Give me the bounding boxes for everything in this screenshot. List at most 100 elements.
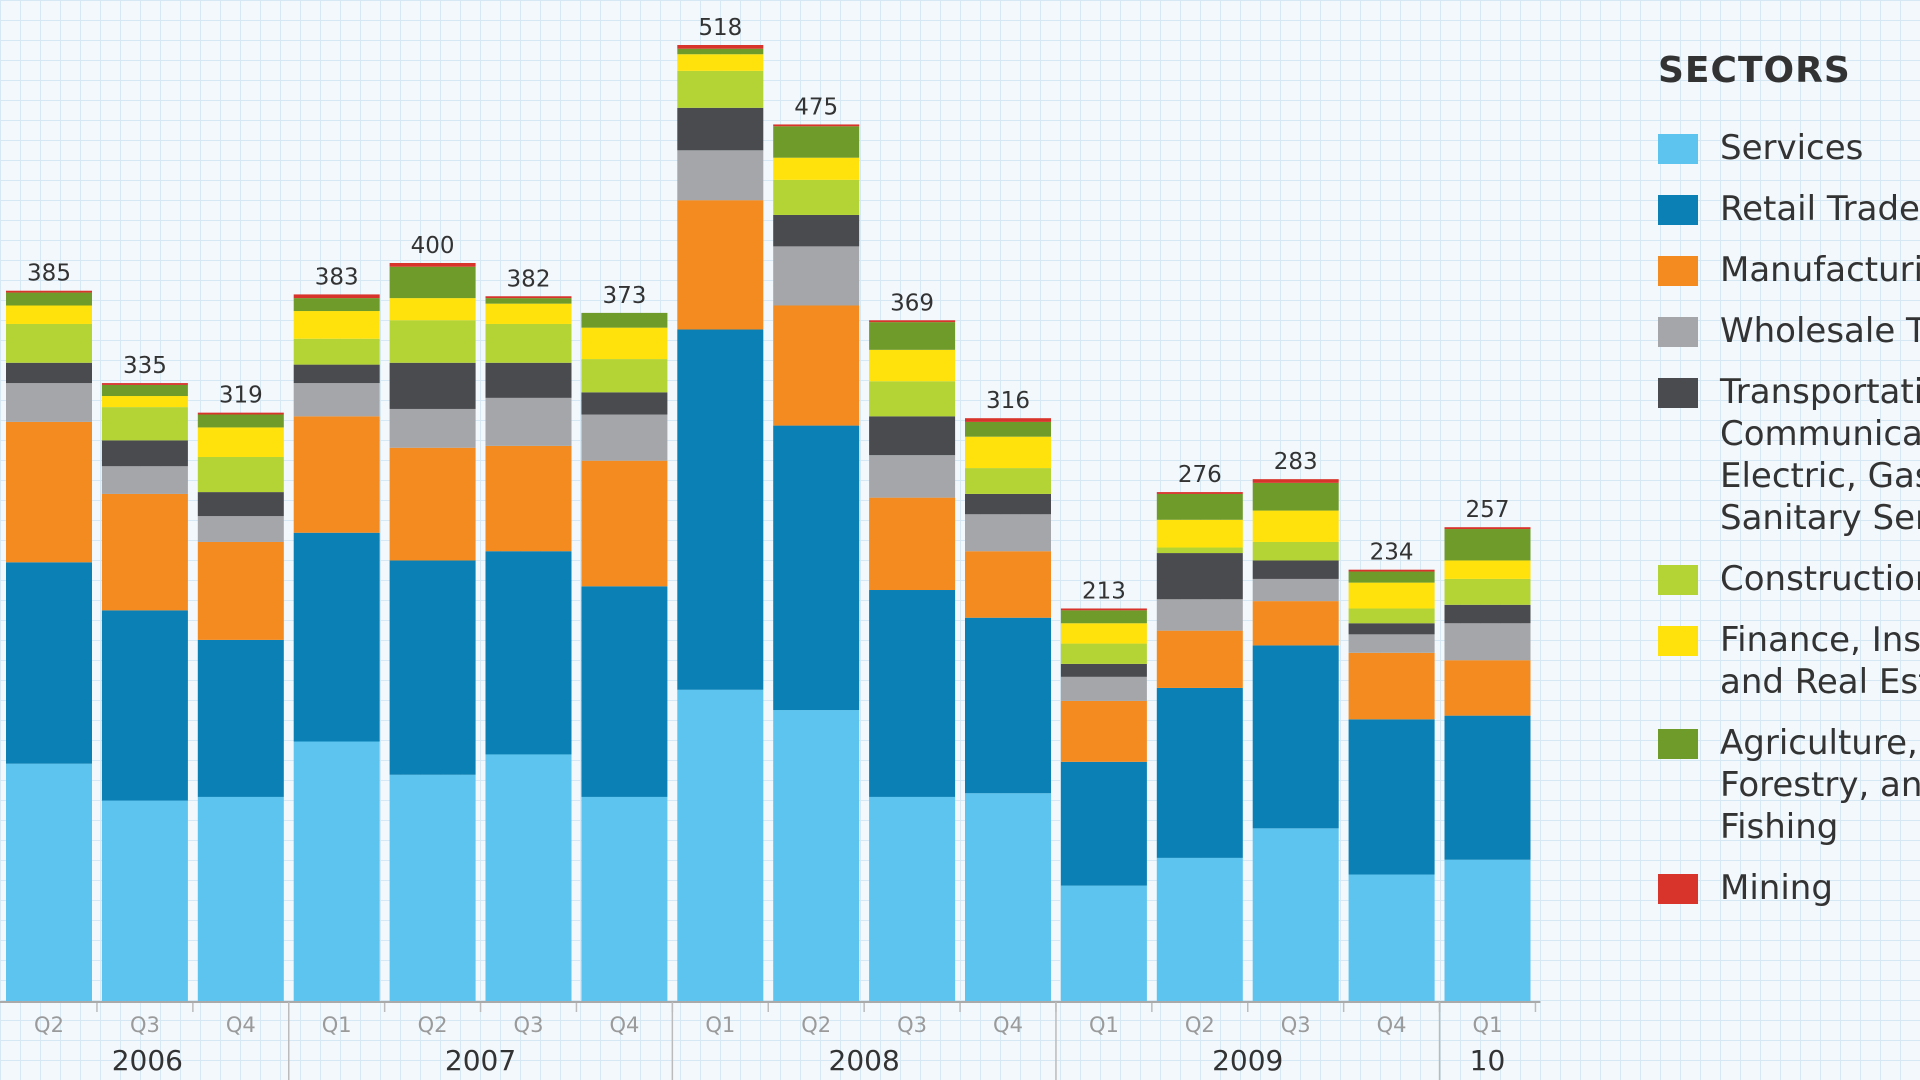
- year-label: 2008: [829, 1044, 900, 1077]
- bar-segment: [965, 468, 1051, 494]
- bar-segment: [101, 466, 188, 494]
- bar-segment: [677, 107, 764, 151]
- bar-segment: [869, 590, 956, 797]
- total-label: 383: [315, 264, 359, 290]
- bar-segment: [1444, 715, 1531, 860]
- legend-label: Wholesale Trade: [1720, 311, 1920, 351]
- bar-segment: [965, 793, 1051, 1002]
- x-tick-label: Q1: [1473, 1013, 1503, 1037]
- bar-segment: [1156, 547, 1243, 554]
- legend-label: Transportation, Communications, Electric…: [1720, 372, 1920, 538]
- total-label: 319: [219, 383, 263, 409]
- x-tick-label: Q3: [130, 1013, 160, 1037]
- x-tick-label: Q4: [1377, 1013, 1407, 1037]
- bar-segment: [1060, 676, 1147, 701]
- bar-segment: [101, 493, 188, 611]
- bar-segment: [581, 312, 668, 328]
- bar-segment: [1252, 479, 1339, 483]
- bar-segment: [677, 150, 764, 201]
- bar-segment: [677, 689, 764, 1002]
- bar-segment: [485, 296, 572, 299]
- bar-segment: [1060, 608, 1147, 611]
- legend-label: Finance, Insurance, and Real Estate: [1720, 620, 1920, 702]
- bar-segment: [1348, 582, 1435, 609]
- bar-segment: [581, 796, 668, 1002]
- x-tick-label: Q1: [1089, 1013, 1119, 1037]
- bar-segment: [1060, 610, 1147, 624]
- bar-segment: [485, 445, 572, 552]
- bar-segment: [965, 421, 1051, 437]
- bar-segment: [869, 349, 956, 382]
- bar-segment: [869, 416, 956, 456]
- legend-item: Finance, Insurance, and Real Estate: [1658, 619, 1920, 703]
- bar-segment: [389, 266, 476, 299]
- total-label: 283: [1274, 449, 1318, 475]
- bar-segment: [581, 414, 668, 461]
- bar-segment: [965, 514, 1051, 552]
- x-tick-label: Q4: [993, 1013, 1023, 1037]
- bar-segment: [773, 179, 860, 215]
- total-label: 475: [794, 94, 838, 120]
- bar-segment: [6, 362, 92, 384]
- bar-segment: [197, 456, 284, 493]
- bar-segment: [581, 460, 668, 587]
- bar-segment: [1444, 660, 1531, 716]
- bar-segment: [1156, 492, 1243, 494]
- legend-item: Services: [1658, 127, 1920, 169]
- bar-segment: [1156, 553, 1243, 600]
- bar-segment: [6, 292, 92, 306]
- bar-segment: [869, 322, 956, 350]
- bar-segment: [1156, 599, 1243, 631]
- year-label: 2007: [445, 1044, 516, 1077]
- bar-segment: [1156, 493, 1243, 520]
- total-label: 335: [123, 353, 167, 379]
- total-label: 316: [986, 388, 1030, 414]
- bar-segment: [677, 45, 764, 49]
- x-tick-label: Q1: [322, 1013, 352, 1037]
- bar-segment: [869, 320, 956, 323]
- total-label: 518: [698, 15, 742, 41]
- bar-segment: [773, 246, 860, 306]
- x-tick-label: Q3: [1281, 1013, 1311, 1037]
- total-label: 373: [602, 283, 646, 309]
- bar-segment: [6, 305, 92, 324]
- bar-segment: [101, 407, 188, 441]
- bar-segment: [1060, 643, 1147, 664]
- legend-item: Mining: [1658, 867, 1920, 909]
- bar-segment: [485, 362, 572, 398]
- legend-title: SECTORS: [1658, 50, 1851, 91]
- total-label: 400: [411, 233, 455, 259]
- bar-segment: [773, 157, 860, 180]
- year-label: 2009: [1212, 1044, 1283, 1077]
- bar-segment: [1252, 828, 1339, 1002]
- bar-segment: [101, 383, 188, 385]
- legend-label: Mining: [1720, 868, 1833, 908]
- legend-label: Retail Trade: [1720, 189, 1920, 229]
- year-label: 2006: [112, 1044, 183, 1077]
- bar-segment: [389, 298, 476, 321]
- bar-segment: [1444, 578, 1531, 605]
- bar-segment: [677, 200, 764, 330]
- bar-segment: [869, 381, 956, 417]
- legend-swatch: [1658, 874, 1698, 904]
- bar-segment: [1348, 634, 1435, 653]
- bar-segment: [1252, 482, 1339, 511]
- x-tick-label: Q2: [34, 1013, 64, 1037]
- bar-segment: [1252, 645, 1339, 829]
- bar-segment: [1060, 623, 1147, 644]
- x-tick-label: Q1: [705, 1013, 735, 1037]
- bar-segment: [1444, 527, 1531, 530]
- bar-segment: [677, 48, 764, 55]
- bar-segment: [6, 562, 92, 764]
- bar-segment: [1156, 687, 1243, 858]
- bar-segment: [773, 126, 860, 158]
- bar-segment: [485, 323, 572, 363]
- legend-label: Manufacturing: [1720, 250, 1920, 290]
- legend-swatch: [1658, 256, 1698, 286]
- bar-segment: [485, 298, 572, 304]
- bar-segment: [389, 560, 476, 775]
- bar-segment: [293, 311, 380, 339]
- bar-segment: [101, 610, 188, 801]
- x-tick-label: Q4: [226, 1013, 256, 1037]
- bar-segment: [1060, 885, 1147, 1002]
